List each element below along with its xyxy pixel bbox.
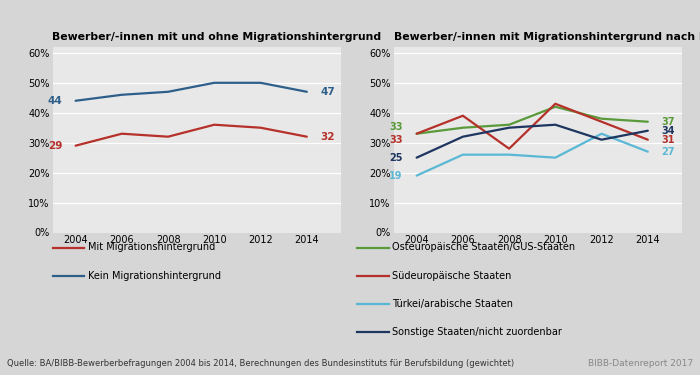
Text: 27: 27: [662, 147, 676, 157]
Text: 19: 19: [389, 171, 402, 181]
Text: 34: 34: [662, 126, 676, 136]
Text: Kein Migrationshintergrund: Kein Migrationshintergrund: [88, 271, 220, 280]
Text: 47: 47: [321, 87, 335, 97]
Text: 29: 29: [48, 141, 62, 151]
Text: Bewerber/-innen mit und ohne Migrationshintergrund: Bewerber/-innen mit und ohne Migrationsh…: [52, 32, 382, 42]
Text: 25: 25: [389, 153, 402, 163]
Text: Türkei/arabische Staaten: Türkei/arabische Staaten: [392, 299, 513, 309]
Text: Osteuropäische Staaten/GUS-Staaten: Osteuropäische Staaten/GUS-Staaten: [392, 243, 575, 252]
Text: Bewerber/-innen mit Migrationshintergrund nach Herkunftsregionen: Bewerber/-innen mit Migrationshintergrun…: [393, 32, 700, 42]
Text: Sonstige Staaten/nicht zuordenbar: Sonstige Staaten/nicht zuordenbar: [392, 327, 562, 337]
Text: Mit Migrationshintergrund: Mit Migrationshintergrund: [88, 243, 215, 252]
Text: BIBB-Datenreport 2017: BIBB-Datenreport 2017: [588, 359, 693, 368]
Text: 31: 31: [662, 135, 676, 145]
Text: 32: 32: [321, 132, 335, 142]
Text: Quelle: BA/BIBB-Bewerberbefragungen 2004 bis 2014, Berechnungen des Bundesinstit: Quelle: BA/BIBB-Bewerberbefragungen 2004…: [7, 359, 514, 368]
Text: 33: 33: [389, 135, 402, 145]
Text: 33: 33: [389, 122, 402, 132]
Text: 37: 37: [662, 117, 676, 127]
Text: 44: 44: [48, 96, 62, 106]
Text: Südeuropäische Staaten: Südeuropäische Staaten: [392, 271, 512, 280]
